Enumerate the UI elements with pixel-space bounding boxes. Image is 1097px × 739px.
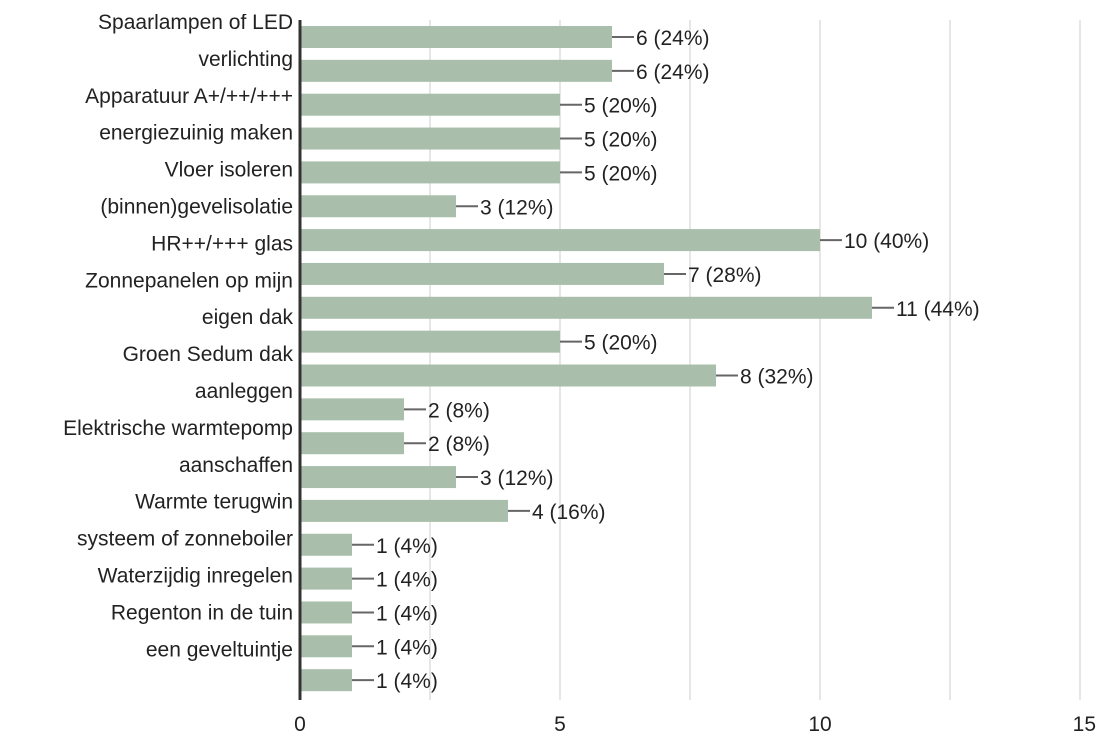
y-tick-label: aanschaffen xyxy=(179,454,293,477)
y-tick-label: Waterzijdig inregelen xyxy=(98,565,293,588)
data-label: 11 (44%) xyxy=(896,298,980,321)
y-tick-label: systeem of zonneboiler xyxy=(77,528,293,551)
y-tick-label: Spaarlampen of LED xyxy=(98,11,293,34)
value-connectors xyxy=(352,36,894,682)
data-label: 3 (12%) xyxy=(480,196,554,219)
data-label: 2 (8%) xyxy=(428,433,490,456)
data-label: 1 (4%) xyxy=(376,602,438,625)
bar xyxy=(300,59,612,82)
bar xyxy=(300,229,820,252)
bar xyxy=(300,499,508,522)
top-crop-mask xyxy=(0,0,298,14)
bar xyxy=(300,296,872,319)
bar xyxy=(300,635,352,658)
bar xyxy=(300,601,352,624)
data-label: 6 (24%) xyxy=(636,61,710,84)
data-label: 2 (8%) xyxy=(428,399,490,422)
bar xyxy=(300,93,560,116)
data-label: 3 (12%) xyxy=(480,467,554,490)
y-tick-label: aanleggen xyxy=(195,380,293,403)
x-axis-tick-labels: 0 5 10 15 xyxy=(294,713,1096,736)
bar xyxy=(300,432,404,455)
bar xyxy=(300,398,404,421)
data-label: 5 (20%) xyxy=(584,332,658,355)
data-label: 7 (28%) xyxy=(688,264,762,287)
bar xyxy=(300,567,352,590)
data-label: 5 (20%) xyxy=(584,95,658,118)
data-label: 5 (20%) xyxy=(584,162,658,185)
data-label: 1 (4%) xyxy=(376,569,438,592)
data-label: 1 (4%) xyxy=(376,535,438,558)
bar xyxy=(300,127,560,150)
x-tick-label: 5 xyxy=(554,713,566,736)
bar xyxy=(300,669,352,692)
data-label: 1 (4%) xyxy=(376,670,438,693)
bar xyxy=(300,466,456,489)
y-tick-label: HR++/+++ glas xyxy=(151,232,293,255)
bar xyxy=(300,195,456,218)
y-tick-label: Apparatuur A+/++/+++ xyxy=(85,85,293,108)
x-tick-label: 15 xyxy=(1073,713,1096,736)
value-labels: 6 (24%) 6 (24%) 5 (20%) 5 (20%) 5 (20%) 3 (12… xyxy=(376,27,980,693)
data-label: 10 (40%) xyxy=(844,230,929,253)
bar xyxy=(300,161,560,184)
bar xyxy=(300,364,716,387)
y-axis-labels: Spaarlampen of LED verlichting Apparatuur … xyxy=(0,0,298,661)
y-tick-label: verlichting xyxy=(198,48,293,71)
bar xyxy=(300,533,352,556)
data-label: 6 (24%) xyxy=(636,27,710,50)
data-label: 4 (16%) xyxy=(532,501,606,524)
y-tick-label: Groen Sedum dak xyxy=(123,343,294,366)
data-label: 5 (20%) xyxy=(584,129,658,152)
y-tick-label: (binnen)gevelisolatie xyxy=(100,196,293,219)
bar xyxy=(300,262,664,285)
bar xyxy=(300,26,612,48)
y-tick-label: Elektrische warmtepomp xyxy=(63,417,293,440)
y-tick-label: Zonnepanelen op mijn xyxy=(85,269,293,292)
data-label: 8 (32%) xyxy=(740,366,814,389)
y-tick-label: Warmte terugwin xyxy=(135,491,293,514)
y-tick-label: Vloer isoleren xyxy=(165,159,293,182)
x-tick-label: 0 xyxy=(294,713,306,736)
bars xyxy=(300,26,872,692)
y-tick-label: Regenton in de tuin xyxy=(111,601,293,624)
y-tick-label: energiezuinig maken xyxy=(99,122,293,145)
data-label: 1 (4%) xyxy=(376,636,438,659)
gridlines xyxy=(429,20,1081,700)
y-tick-label: eigen dak xyxy=(202,306,294,329)
x-tick-label: 10 xyxy=(808,713,831,736)
bar xyxy=(300,330,560,353)
y-tick-label: een geveltuintje xyxy=(146,638,293,661)
